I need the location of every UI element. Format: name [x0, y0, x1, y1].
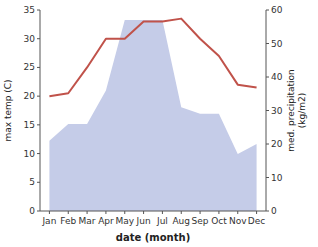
y-tick-label: 20: [24, 91, 36, 101]
axes: 0 5 10 15 20 25 30 35 0 10 20 30 40 50 60 Jan FebMarAprM…: [24, 5, 283, 226]
plot-area: [49, 19, 256, 211]
y-tick: [37, 38, 40, 39]
y2-tick-label: 40: [271, 72, 283, 82]
y-tick: [37, 67, 40, 68]
y-tick: [37, 124, 40, 125]
y-tick: [37, 153, 40, 154]
y2-tick-label: 60: [271, 5, 283, 15]
precipitation-area: [49, 20, 256, 211]
x-tick-label: Dec: [248, 216, 265, 226]
x-tick: [181, 211, 182, 214]
x-tick-label: Jan: [41, 216, 56, 226]
y2-tick-label: 20: [271, 139, 283, 149]
y2-tick-label: 10: [271, 173, 283, 183]
x-tick-label: Jun: [136, 216, 151, 226]
y-tick-label: 35: [24, 5, 35, 15]
x-tick-label: Jul: [156, 216, 168, 226]
x-tick-label: Sep: [192, 216, 209, 226]
y2-tick: [266, 77, 269, 78]
y2-axis-label: med. precipitation(kg/m2): [286, 69, 307, 151]
y2-tick: [266, 177, 269, 178]
chart: 0 5 10 15 20 25 30 35 0 10 20 30 40 50 60 Jan FebMarAprM…: [0, 0, 318, 247]
y-axis-label: max temp (C): [3, 79, 13, 141]
y-tick-label: 5: [29, 177, 35, 187]
temperature-line: [49, 19, 256, 97]
x-axis-label: date (month): [116, 232, 190, 243]
x-tick: [105, 211, 106, 214]
x-tick-label: Apr: [98, 216, 114, 226]
x-tick: [200, 211, 201, 214]
y2-tick: [266, 211, 269, 212]
y2-tick: [266, 43, 269, 44]
x-tick-label: May: [115, 216, 134, 226]
y-tick-label: 30: [24, 34, 36, 44]
y-tick: [37, 10, 40, 11]
x-tick-label: Aug: [172, 216, 190, 226]
y2-tick: [266, 10, 269, 11]
x-tick: [143, 211, 144, 214]
y-tick: [37, 211, 40, 212]
x-tick: [256, 211, 257, 214]
y-tick: [37, 96, 40, 97]
x-tick-label: Nov: [229, 216, 247, 226]
y-tick-label: 25: [24, 62, 35, 72]
y-tick-label: 15: [24, 120, 35, 130]
y-tick-label: 10: [24, 149, 36, 159]
x-tick: [68, 211, 69, 214]
x-tick: [124, 211, 125, 214]
background: [0, 0, 318, 247]
y-tick-label: 0: [29, 206, 35, 216]
y-axis-line: [40, 10, 41, 211]
y2-tick-label: 30: [271, 106, 283, 116]
x-tick-label: Oct: [211, 216, 227, 226]
x-tick: [87, 211, 88, 214]
x-tick: [237, 211, 238, 214]
y2-tick: [266, 144, 269, 145]
x-tick-label: Feb: [60, 216, 76, 226]
y-tick: [37, 182, 40, 183]
x-tick: [218, 211, 219, 214]
y2-tick: [266, 110, 269, 111]
y2-tick-label: 50: [271, 39, 283, 49]
y2-axis-label-line: (kg/m2): [297, 93, 307, 128]
y2-tick-label: 0: [271, 206, 277, 216]
x-tick-label: Mar: [79, 216, 96, 226]
x-tick: [162, 211, 163, 214]
x-tick: [49, 211, 50, 214]
x-axis-line: [40, 211, 266, 212]
y2-axis-label-line: med. precipitation: [286, 69, 296, 151]
